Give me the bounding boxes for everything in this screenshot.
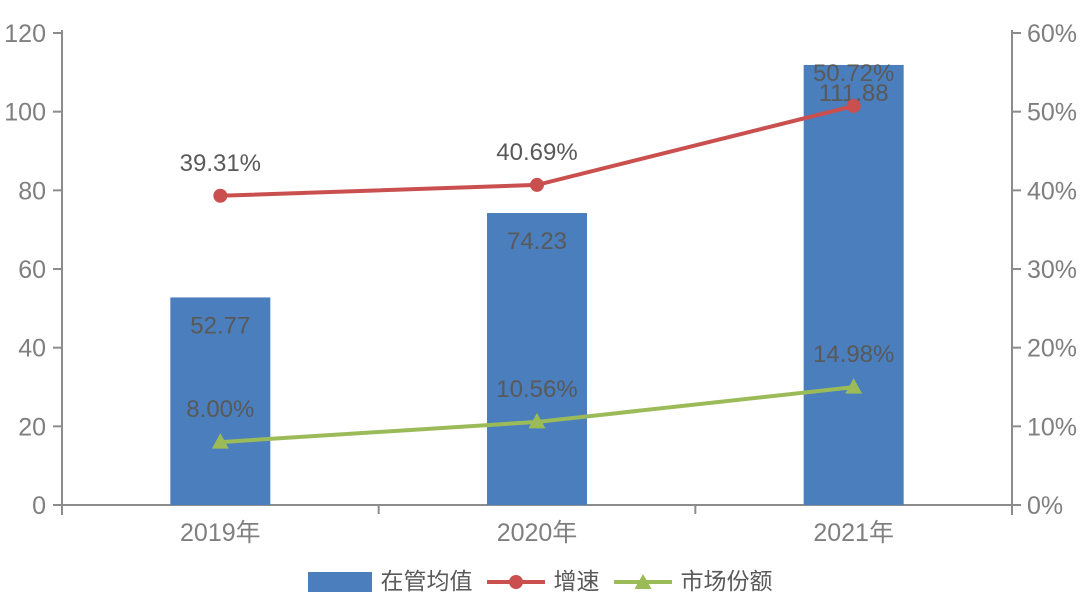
right-axis-tick-label: 10% <box>1027 413 1077 441</box>
share-value-label: 14.98% <box>813 341 894 368</box>
left-axis-tick-label: 0 <box>32 492 46 520</box>
right-axis-tick-label: 20% <box>1027 335 1077 363</box>
triangle-marker-icon <box>211 433 229 449</box>
triangle-marker-icon <box>528 412 546 429</box>
right-axis-tick-label: 40% <box>1027 177 1077 205</box>
growth-value-label: 50.72% <box>813 60 894 87</box>
bar-value-label: 74.23 <box>507 228 567 255</box>
circle-marker-icon <box>530 177 544 192</box>
left-axis-tick-label: 80 <box>18 177 46 205</box>
bar-series-swatch-icon <box>307 571 372 592</box>
legend-label-share-series: 市场份额 <box>680 568 773 594</box>
left-axis-tick-label: 100 <box>4 99 46 127</box>
legend-label-bar-series: 在管均值 <box>380 568 473 594</box>
left-axis-tick-label: 60 <box>18 256 46 284</box>
circle-marker-icon <box>846 99 861 114</box>
bar-rect <box>803 64 904 506</box>
legend-item-growth-series: 增速 <box>486 568 600 594</box>
right-axis-tick-label: 60% <box>1027 20 1077 48</box>
x-axis-category-label: 2021年 <box>813 519 894 547</box>
right-axis-tick-label: 0% <box>1027 492 1063 520</box>
bar-rect <box>170 297 271 505</box>
right-axis-tick-label: 30% <box>1027 256 1077 284</box>
share-value-label: 10.56% <box>496 376 577 403</box>
growth-value-label: 40.69% <box>496 139 577 166</box>
chart-legend: 在管均值 增速 市场份额 <box>0 570 1080 593</box>
bar-rect <box>487 213 587 505</box>
growth-value-label: 39.31% <box>180 150 261 177</box>
left-axis-tick-label: 120 <box>4 20 46 48</box>
x-axis-category-label: 2020年 <box>497 519 578 547</box>
left-axis-tick-label: 20 <box>18 413 46 441</box>
legend-item-bar-series: 在管均值 <box>307 568 473 594</box>
share-line-swatch-icon <box>613 573 672 589</box>
growth-line-swatch-icon <box>486 574 545 589</box>
share-value-label: 8.00% <box>186 396 254 423</box>
left-axis-tick-label: 40 <box>18 335 46 363</box>
x-axis-category-label: 2019年 <box>180 519 261 547</box>
right-axis-tick-label: 50% <box>1027 99 1077 127</box>
legend-item-share-series: 市场份额 <box>613 568 773 594</box>
circle-marker-icon <box>213 188 228 203</box>
bar-value-label: 52.77 <box>190 312 250 339</box>
triangle-marker-icon <box>845 378 863 394</box>
legend-label-growth-series: 增速 <box>553 568 600 594</box>
